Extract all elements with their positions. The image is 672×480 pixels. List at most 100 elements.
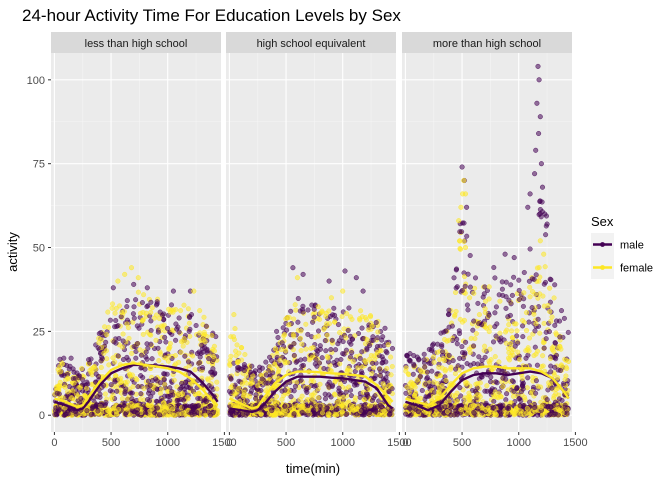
scatter-point-male bbox=[538, 161, 544, 167]
scatter-point-male bbox=[533, 378, 539, 384]
scatter-point-male bbox=[343, 411, 349, 418]
scatter-point-male bbox=[557, 334, 563, 340]
scatter-point-male bbox=[249, 363, 255, 369]
scatter-point-female bbox=[527, 294, 533, 300]
scatter-point-male bbox=[496, 337, 502, 343]
smooth-line-female bbox=[54, 361, 219, 409]
scatter-point-male bbox=[139, 300, 145, 306]
scatter-point-male bbox=[492, 310, 498, 316]
scatter-point-female bbox=[555, 406, 561, 412]
scatter-point-female bbox=[483, 298, 489, 304]
scatter-point-male bbox=[210, 410, 216, 416]
scatter-point-male bbox=[298, 377, 304, 383]
scatter-point-male bbox=[549, 385, 555, 391]
scatter-point-female bbox=[115, 278, 121, 284]
scatter-point-male bbox=[328, 394, 334, 400]
scatter-point-female bbox=[519, 375, 526, 381]
scatter-point-male bbox=[321, 365, 327, 372]
scatter-point-male bbox=[110, 285, 116, 291]
scatter-point-male bbox=[87, 360, 93, 366]
scatter-point-male bbox=[241, 368, 247, 374]
scatter-point-male bbox=[421, 357, 427, 363]
scatter-point-female bbox=[113, 411, 120, 417]
scatter-point-female bbox=[317, 381, 323, 387]
scatter-point-female bbox=[375, 329, 381, 335]
scatter-point-male bbox=[259, 376, 265, 382]
smooth-line-female bbox=[405, 365, 570, 407]
scatter-point-female bbox=[236, 385, 242, 391]
scatter-point-male bbox=[148, 341, 154, 347]
scatter-point-male bbox=[547, 276, 553, 282]
scatter-point-male bbox=[122, 391, 128, 397]
scatter-point-female bbox=[180, 391, 186, 397]
scatter-point-male bbox=[353, 275, 359, 281]
scatter-point-male bbox=[113, 317, 119, 324]
scatter-point-male bbox=[475, 300, 481, 306]
scatter-point-female bbox=[376, 411, 382, 418]
scatter-point-male bbox=[493, 333, 499, 339]
scatter-point-male bbox=[373, 319, 379, 326]
scatter-point-male bbox=[376, 366, 383, 372]
scatter-point-female bbox=[126, 371, 133, 377]
scatter-point-male bbox=[526, 319, 532, 325]
scatter-point-male bbox=[532, 328, 538, 334]
scatter-point-male bbox=[470, 327, 476, 333]
y-tick-label: 100 bbox=[27, 75, 45, 87]
scatter-point-male bbox=[196, 360, 203, 366]
scatter-point-female bbox=[386, 382, 392, 388]
scatter-point-female bbox=[124, 321, 130, 327]
scatter-point-female bbox=[357, 317, 363, 323]
scatter-point-male bbox=[490, 339, 497, 345]
scatter-point-female bbox=[130, 403, 136, 410]
scatter-point-female bbox=[283, 407, 289, 413]
scatter-point-female bbox=[166, 346, 172, 352]
scatter-point-male bbox=[324, 405, 330, 411]
scatter-point-male bbox=[417, 374, 423, 380]
scatter-point-female bbox=[298, 348, 304, 354]
scatter-point-male bbox=[508, 282, 514, 288]
scatter-point-male bbox=[203, 323, 209, 329]
scatter-point-female bbox=[510, 352, 516, 358]
scatter-point-male bbox=[370, 334, 376, 340]
scatter-point-male bbox=[263, 359, 269, 365]
scatter-point-male bbox=[179, 380, 185, 387]
scatter-point-female bbox=[337, 361, 343, 367]
scatter-point-female bbox=[461, 273, 468, 280]
scatter-point-female bbox=[241, 394, 247, 400]
scatter-point-female bbox=[319, 410, 326, 416]
x-tick-label: 0 bbox=[226, 437, 232, 449]
scatter-point-female bbox=[104, 332, 110, 338]
scatter-point-female bbox=[279, 396, 285, 402]
scatter-point-male bbox=[115, 323, 121, 329]
scatter-point-female bbox=[358, 308, 364, 314]
scatter-point-male bbox=[471, 318, 477, 324]
scatter-point-female bbox=[109, 395, 115, 401]
scatter-point-female bbox=[84, 385, 90, 391]
scatter-point-male bbox=[431, 389, 437, 395]
scatter-point-female bbox=[232, 326, 238, 332]
scatter-point-male bbox=[552, 411, 558, 417]
x-tick-label: 1000 bbox=[330, 437, 354, 449]
scatter-point-female bbox=[326, 321, 332, 327]
scatter-point-female bbox=[163, 355, 169, 361]
scatter-point-male bbox=[439, 344, 445, 350]
scatter-point-female bbox=[371, 365, 377, 371]
scatter-point-male bbox=[304, 386, 310, 392]
scatter-point-female bbox=[235, 358, 241, 365]
scatter-point-male bbox=[536, 130, 542, 137]
scatter-point-male bbox=[372, 393, 378, 399]
scatter-point-male bbox=[190, 406, 196, 412]
scatter-point-male bbox=[450, 358, 456, 364]
scatter-point-male bbox=[537, 206, 543, 213]
scatter-point-male bbox=[459, 287, 465, 294]
scatter-point-male bbox=[527, 191, 533, 197]
scatter-point-male bbox=[313, 357, 319, 363]
scatter-point-female bbox=[551, 295, 557, 301]
scatter-point-female bbox=[352, 395, 358, 401]
scatter-point-female bbox=[197, 330, 203, 336]
scatter-point-female bbox=[565, 358, 572, 365]
scatter-point-female bbox=[324, 353, 330, 360]
scatter-point-male bbox=[342, 268, 348, 274]
scatter-point-male bbox=[300, 309, 306, 315]
scatter-point-male bbox=[288, 394, 294, 400]
